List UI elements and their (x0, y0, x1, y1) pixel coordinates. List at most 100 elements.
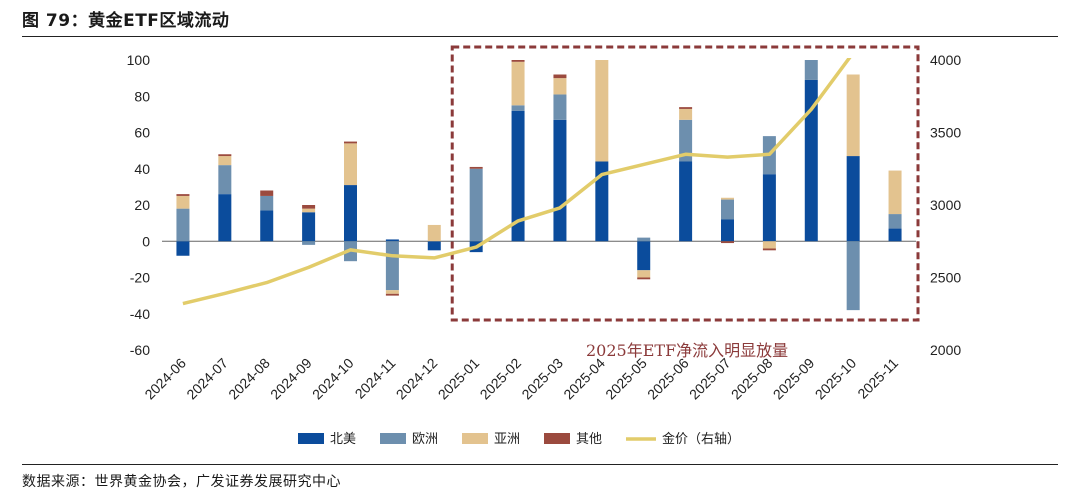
x-tick-label: 2025-10 (812, 355, 860, 403)
bar-2024-07-北美 (218, 194, 232, 242)
bar-2025-11-亚洲 (888, 170, 902, 215)
legend-swatch-亚洲 (462, 433, 488, 444)
bar-2024-08-其他 (260, 190, 274, 196)
bar-2024-07-亚洲 (218, 156, 232, 166)
bar-2024-06-其他 (176, 194, 190, 196)
bottom-rule (22, 464, 1058, 465)
bar-2025-03-北美 (553, 119, 567, 242)
source-note: 数据来源：世界黄金协会，广发证券发展研究中心 (22, 474, 341, 490)
y2-tick-label: 3500 (930, 125, 961, 141)
legend-label: 金价（右轴） (662, 431, 740, 447)
bar-2025-07-其他 (721, 241, 734, 244)
x-tick-label: 2024-06 (141, 355, 189, 403)
x-tick-label: 2024-12 (393, 355, 441, 403)
y-tick-label: -20 (130, 270, 150, 286)
x-tick-label: 2025-03 (518, 355, 566, 403)
x-tick-label: 2024-11 (352, 355, 399, 402)
x-tick-label: 2025-05 (602, 355, 650, 403)
bar-2024-11-亚洲 (385, 290, 399, 294)
bar-2025-06-北美 (679, 161, 693, 242)
bar-2024-09-亚洲 (302, 208, 316, 213)
bar-2025-06-其他 (679, 107, 693, 109)
y-tick-label: -60 (130, 342, 150, 358)
bar-2025-06-亚洲 (679, 108, 693, 120)
bar-2025-10-欧洲 (846, 241, 860, 311)
bar-2025-02-其他 (511, 60, 525, 62)
x-tick-label: 2025-02 (477, 355, 525, 403)
chart-title: 图 79：黄金ETF区域流动 (22, 11, 230, 31)
bar-2025-07-亚洲 (721, 197, 734, 200)
bar-2025-02-北美 (511, 110, 525, 242)
x-tick-label: 2025-11 (854, 355, 901, 402)
bar-2025-05-亚洲 (637, 270, 651, 278)
bar-2024-10-亚洲 (344, 143, 357, 186)
bar-2025-05-北美 (637, 241, 651, 271)
y-tick-label: 40 (134, 161, 150, 177)
bar-2024-10-其他 (344, 141, 357, 144)
bar-2025-05-其他 (637, 277, 651, 280)
bar-2024-10-北美 (344, 185, 357, 242)
bar-2024-06-北美 (176, 241, 190, 256)
bar-2024-11-其他 (385, 293, 399, 296)
bar-2024-08-北美 (260, 210, 274, 242)
y-tick-label: 60 (134, 125, 150, 141)
bar-2024-06-欧洲 (176, 208, 190, 242)
highlight-box (450, 45, 920, 322)
bar-2024-07-欧洲 (218, 165, 232, 195)
bar-2025-01-其他 (469, 166, 483, 169)
bar-2025-07-北美 (721, 219, 734, 242)
y-tick-label: 0 (142, 233, 150, 249)
legend-swatch-北美 (298, 433, 324, 444)
bar-2025-10-亚洲 (846, 74, 860, 157)
bar-2025-11-欧洲 (888, 214, 902, 229)
bar-2024-09-北美 (302, 212, 316, 242)
x-tick-label: 2025-07 (686, 355, 734, 403)
bar-2024-11-欧洲 (385, 241, 399, 291)
bar-2025-11-北美 (888, 228, 902, 242)
y-tick-label: 80 (134, 88, 150, 104)
y2-tick-label: 4000 (930, 52, 961, 68)
bar-2024-07-其他 (218, 154, 232, 157)
bar-2025-01-欧洲 (469, 168, 483, 242)
bar-2025-04-北美 (595, 161, 609, 242)
bar-2025-03-亚洲 (553, 78, 567, 95)
x-tick-label: 2024-10 (309, 355, 357, 403)
bar-2024-12-亚洲 (427, 224, 441, 242)
bar-2025-03-欧洲 (553, 94, 567, 120)
x-tick-label: 2025-01 (435, 355, 483, 403)
x-tick-label: 2024-08 (225, 355, 273, 403)
y2-tick-label: 2500 (930, 270, 961, 286)
bar-2025-02-亚洲 (511, 61, 525, 106)
x-tick-label: 2025-08 (728, 355, 776, 403)
bar-2024-11-北美 (385, 239, 399, 242)
bar-2025-07-欧洲 (721, 199, 734, 220)
bar-2024-09-其他 (302, 205, 316, 209)
y2-tick-label: 3000 (930, 197, 961, 213)
bar-2025-02-欧洲 (511, 105, 525, 111)
bar-2025-09-欧洲 (804, 60, 818, 80)
bar-2024-08-欧洲 (260, 195, 274, 211)
x-tick-label: 2025-09 (770, 355, 818, 403)
bar-2024-12-北美 (427, 241, 441, 251)
bar-2025-08-其他 (762, 248, 776, 251)
bar-2025-10-北美 (846, 156, 860, 242)
bar-2024-09-欧洲 (302, 241, 316, 245)
legend-label: 亚洲 (494, 432, 520, 447)
x-tick-label: 2025-04 (560, 355, 608, 403)
x-tick-label: 2024-07 (183, 355, 231, 403)
bar-2025-08-北美 (762, 174, 776, 242)
x-tick-label: 2024-09 (267, 355, 315, 403)
x-tick-label: 2025-06 (644, 355, 692, 403)
legend-swatch-其他 (544, 433, 570, 444)
bar-2024-06-亚洲 (176, 195, 190, 209)
legend-label: 其他 (576, 432, 602, 447)
bar-2025-05-欧洲 (637, 237, 651, 242)
y-tick-label: 20 (134, 197, 150, 213)
legend-label: 欧洲 (412, 432, 438, 447)
bar-2025-04-亚洲 (595, 60, 609, 162)
y-tick-label: 100 (127, 52, 151, 68)
bar-2025-06-欧洲 (679, 119, 693, 162)
top-rule (22, 36, 1058, 37)
y-tick-label: -40 (130, 306, 150, 322)
